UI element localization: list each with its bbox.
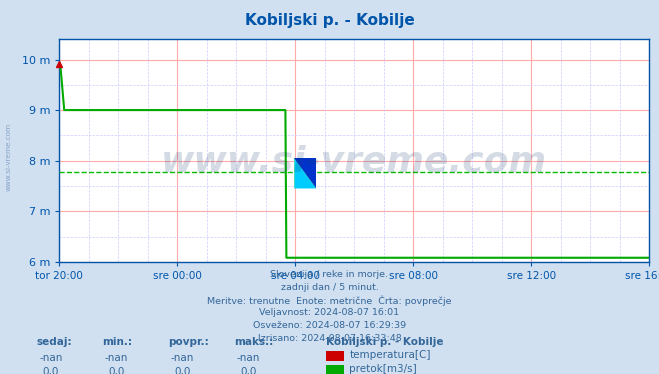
Text: 0,0: 0,0 (109, 367, 125, 374)
Text: Osveženo: 2024-08-07 16:29:39: Osveženo: 2024-08-07 16:29:39 (253, 321, 406, 330)
Text: Izrisano: 2024-08-07 16:33:48: Izrisano: 2024-08-07 16:33:48 (258, 334, 401, 343)
Text: 0,0: 0,0 (43, 367, 59, 374)
Text: 0,0: 0,0 (241, 367, 256, 374)
Text: Kobiljski p. - Kobilje: Kobiljski p. - Kobilje (326, 337, 444, 347)
Text: -nan: -nan (171, 353, 194, 363)
Text: maks.:: maks.: (234, 337, 273, 347)
Text: 0,0: 0,0 (175, 367, 190, 374)
Text: -nan: -nan (39, 353, 63, 363)
Text: www.si-vreme.com: www.si-vreme.com (5, 123, 12, 191)
Bar (295, 158, 316, 188)
Text: -nan: -nan (105, 353, 129, 363)
Text: Meritve: trenutne  Enote: metrične  Črta: povprečje: Meritve: trenutne Enote: metrične Črta: … (207, 295, 452, 306)
Text: Kobiljski p. - Kobilje: Kobiljski p. - Kobilje (244, 13, 415, 28)
Text: zadnji dan / 5 minut.: zadnji dan / 5 minut. (281, 283, 378, 292)
Text: temperatura[C]: temperatura[C] (349, 350, 431, 360)
Text: sedaj:: sedaj: (36, 337, 72, 347)
Text: povpr.:: povpr.: (168, 337, 209, 347)
Text: Veljavnost: 2024-08-07 16:01: Veljavnost: 2024-08-07 16:01 (260, 308, 399, 317)
Text: Slovenija / reke in morje.: Slovenija / reke in morje. (270, 270, 389, 279)
Text: www.si-vreme.com: www.si-vreme.com (161, 145, 547, 179)
Text: -nan: -nan (237, 353, 260, 363)
Text: min.:: min.: (102, 337, 132, 347)
Polygon shape (295, 158, 316, 188)
Text: pretok[m3/s]: pretok[m3/s] (349, 364, 417, 374)
Polygon shape (295, 158, 316, 188)
